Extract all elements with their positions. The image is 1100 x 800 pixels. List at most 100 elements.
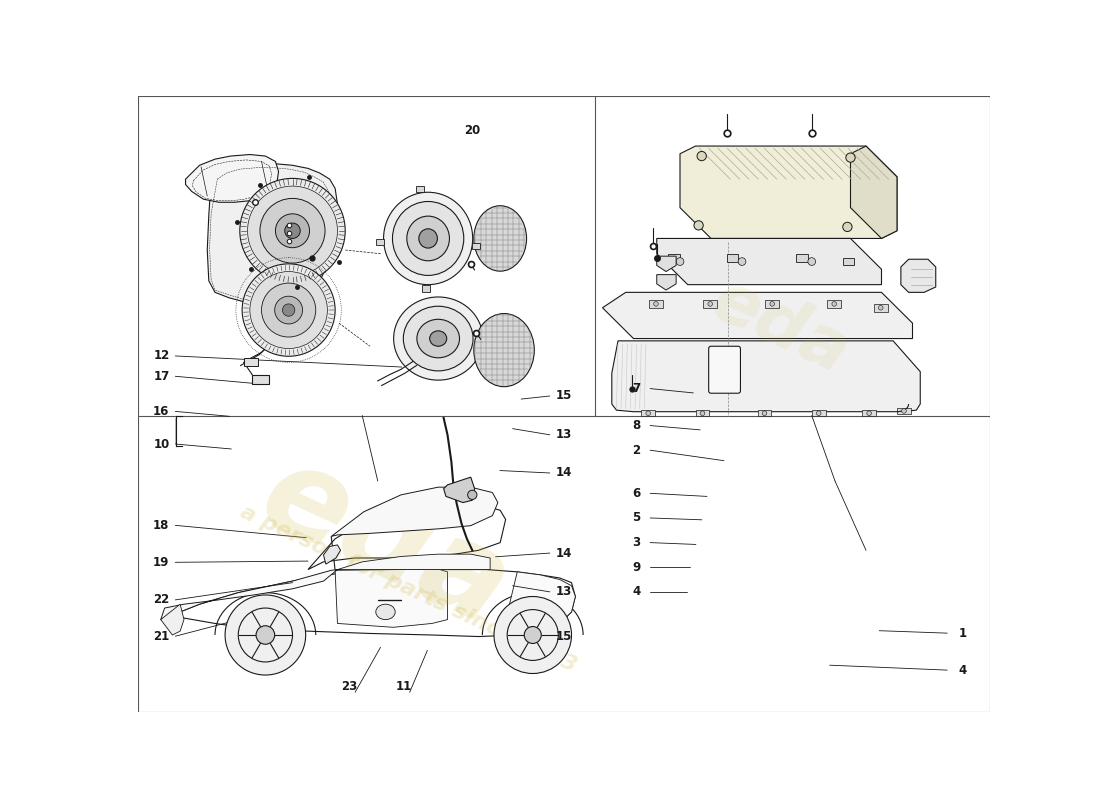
Text: 11: 11 <box>395 680 411 693</box>
Circle shape <box>275 296 302 324</box>
Text: 23: 23 <box>341 680 358 693</box>
Bar <box>796 254 807 262</box>
Circle shape <box>762 411 767 415</box>
Circle shape <box>843 222 852 231</box>
Text: 20: 20 <box>464 124 481 137</box>
Circle shape <box>242 264 336 356</box>
Polygon shape <box>901 259 936 292</box>
Bar <box>649 300 663 308</box>
Polygon shape <box>331 487 498 537</box>
Text: 5: 5 <box>632 511 640 525</box>
Circle shape <box>770 302 774 306</box>
Polygon shape <box>336 570 448 627</box>
Ellipse shape <box>384 192 473 285</box>
Circle shape <box>262 283 316 337</box>
Circle shape <box>700 411 705 415</box>
Circle shape <box>226 595 306 675</box>
Text: 18: 18 <box>153 519 169 532</box>
Text: eda: eda <box>702 266 860 388</box>
Text: 9: 9 <box>632 561 640 574</box>
Circle shape <box>708 302 713 306</box>
Polygon shape <box>680 146 896 238</box>
Ellipse shape <box>430 331 447 346</box>
Text: 1: 1 <box>959 626 967 640</box>
Bar <box>896 408 911 414</box>
Text: 21: 21 <box>153 630 169 642</box>
Circle shape <box>694 221 703 230</box>
Text: 22: 22 <box>153 594 169 606</box>
Bar <box>703 300 717 308</box>
Polygon shape <box>657 274 676 290</box>
Circle shape <box>250 271 328 349</box>
Text: 2: 2 <box>632 444 640 457</box>
Polygon shape <box>336 554 491 570</box>
Polygon shape <box>603 292 913 338</box>
Circle shape <box>248 186 338 275</box>
Bar <box>472 243 480 249</box>
Text: 8: 8 <box>632 419 640 432</box>
Text: 19: 19 <box>153 556 169 569</box>
Text: 15: 15 <box>556 630 572 643</box>
Polygon shape <box>161 570 575 637</box>
Circle shape <box>653 302 658 306</box>
Circle shape <box>902 409 906 414</box>
Polygon shape <box>323 545 341 564</box>
Ellipse shape <box>407 216 450 261</box>
Ellipse shape <box>394 297 483 380</box>
Polygon shape <box>509 572 575 635</box>
Circle shape <box>738 258 746 266</box>
Circle shape <box>867 411 871 415</box>
Polygon shape <box>657 256 676 271</box>
Ellipse shape <box>376 604 395 619</box>
Bar <box>244 358 258 366</box>
Ellipse shape <box>393 202 464 275</box>
Text: 16: 16 <box>153 405 169 418</box>
Polygon shape <box>612 341 921 412</box>
Bar <box>669 254 680 262</box>
Circle shape <box>816 411 821 415</box>
Bar <box>758 410 771 416</box>
Text: 14: 14 <box>556 466 572 479</box>
Circle shape <box>807 258 815 266</box>
Polygon shape <box>443 477 474 502</box>
Text: 14: 14 <box>556 546 572 559</box>
Circle shape <box>468 490 477 499</box>
Circle shape <box>697 151 706 161</box>
Text: 12: 12 <box>153 350 169 362</box>
Text: a person for parts since 1983: a person for parts since 1983 <box>238 502 580 676</box>
Ellipse shape <box>417 319 460 358</box>
Bar <box>641 410 656 416</box>
Polygon shape <box>186 154 278 202</box>
Circle shape <box>275 214 309 248</box>
Circle shape <box>646 411 650 415</box>
Text: 13: 13 <box>556 586 572 598</box>
Ellipse shape <box>474 314 535 386</box>
Bar <box>695 410 710 416</box>
Polygon shape <box>308 502 506 570</box>
Circle shape <box>256 626 275 644</box>
Circle shape <box>240 178 345 283</box>
Polygon shape <box>161 604 184 635</box>
Polygon shape <box>850 146 896 238</box>
Text: 17: 17 <box>153 370 169 382</box>
Circle shape <box>846 153 855 162</box>
Circle shape <box>494 597 572 674</box>
Circle shape <box>525 626 541 643</box>
Polygon shape <box>161 570 338 619</box>
Text: 4: 4 <box>958 664 967 677</box>
Bar <box>873 304 888 311</box>
Text: 7: 7 <box>632 382 640 395</box>
Text: 10: 10 <box>153 438 169 450</box>
Bar <box>827 300 842 308</box>
Bar <box>422 286 430 291</box>
Text: eda: eda <box>243 433 528 652</box>
Bar <box>766 300 779 308</box>
Text: 6: 6 <box>632 487 640 500</box>
Circle shape <box>283 304 295 316</box>
Text: 13: 13 <box>556 428 572 442</box>
Ellipse shape <box>474 206 527 271</box>
Text: 4: 4 <box>632 586 640 598</box>
Ellipse shape <box>419 229 438 248</box>
Circle shape <box>832 302 837 306</box>
Bar <box>843 258 855 266</box>
